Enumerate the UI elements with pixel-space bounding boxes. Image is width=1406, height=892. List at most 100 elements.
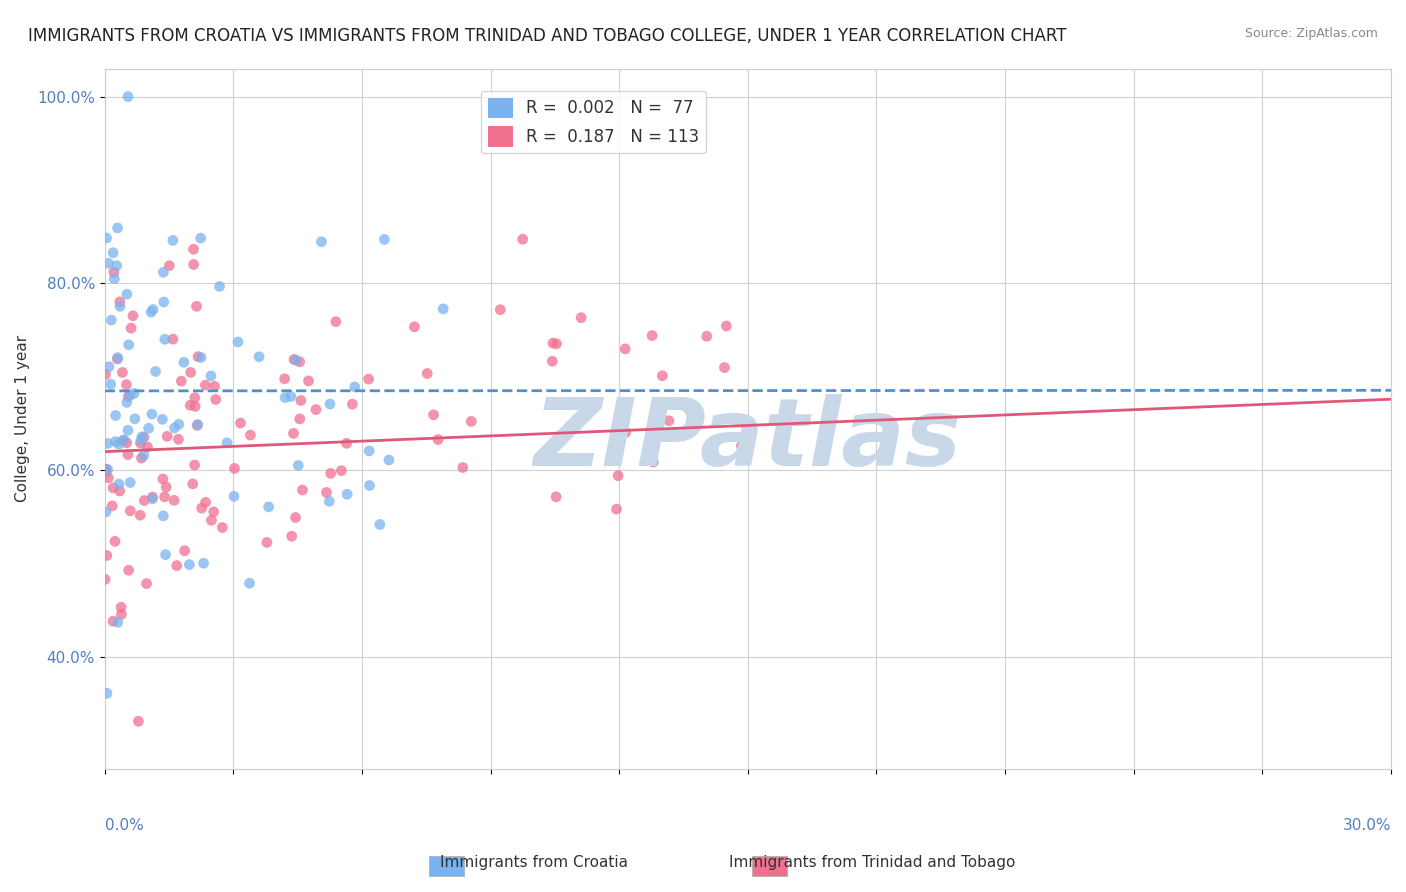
Point [200, 513, 222, 527]
Point [135, 576, 157, 591]
Point [141, 407, 163, 421]
Point [359, 478, 381, 492]
Point [357, 372, 380, 386]
Point [104, 409, 127, 423]
Point [162, 233, 184, 247]
Point [120, 475, 142, 490]
Point [94, 368, 117, 382]
Point [100, 313, 122, 327]
Point [614, 425, 637, 440]
Point [163, 493, 186, 508]
Point [297, 374, 319, 388]
Point [512, 232, 534, 246]
Point [315, 485, 337, 500]
Point [98, 359, 121, 374]
Point [238, 576, 260, 591]
Point [97, 256, 120, 270]
Point [224, 461, 246, 475]
Point [108, 294, 131, 309]
Point [115, 395, 138, 409]
Point [152, 472, 174, 486]
Point [155, 548, 177, 562]
Point [239, 428, 262, 442]
Point [112, 433, 135, 447]
Point [94, 505, 117, 519]
Point [108, 483, 131, 498]
Point [614, 342, 637, 356]
Point [153, 490, 176, 504]
Point [658, 414, 681, 428]
Text: IMMIGRANTS FROM CROATIA VS IMMIGRANTS FROM TRINIDAD AND TOBAGO COLLEGE, UNDER 1 : IMMIGRANTS FROM CROATIA VS IMMIGRANTS FR… [28, 27, 1067, 45]
Point [110, 600, 132, 615]
Point [208, 279, 231, 293]
Point [152, 508, 174, 523]
Point [404, 319, 426, 334]
Point [115, 287, 138, 301]
Point [104, 534, 127, 549]
Point [107, 437, 129, 451]
Point [115, 435, 138, 450]
Point [141, 491, 163, 506]
Point [97, 471, 120, 485]
Point [641, 328, 664, 343]
Point [200, 368, 222, 383]
Point [186, 418, 208, 433]
Point [186, 299, 208, 313]
Point [643, 455, 665, 469]
Text: ZIPatlas: ZIPatlas [534, 394, 962, 486]
Point [101, 499, 124, 513]
Point [713, 360, 735, 375]
Point [108, 299, 131, 313]
Point [111, 366, 134, 380]
Point [541, 336, 564, 351]
Point [155, 480, 177, 494]
Point [288, 355, 311, 369]
Text: 30.0%: 30.0% [1343, 818, 1391, 833]
Point [96, 549, 118, 563]
Point [162, 332, 184, 346]
Point [180, 366, 202, 380]
Point [342, 397, 364, 411]
Point [283, 426, 305, 441]
Point [117, 389, 139, 403]
Point [183, 458, 205, 472]
Point [607, 468, 630, 483]
Point [131, 430, 153, 444]
Point [104, 434, 127, 449]
Point [460, 414, 482, 428]
Point [134, 493, 156, 508]
Point [541, 354, 564, 368]
Point [373, 232, 395, 246]
Point [181, 476, 204, 491]
Point [118, 388, 141, 402]
Point [122, 309, 145, 323]
Point [184, 391, 207, 405]
Point [422, 408, 444, 422]
Point [273, 372, 295, 386]
Point [274, 391, 297, 405]
Point [150, 412, 173, 426]
Point [311, 235, 333, 249]
Point [136, 440, 159, 454]
Point [546, 336, 568, 351]
Point [107, 615, 129, 630]
Text: 0.0%: 0.0% [104, 818, 143, 833]
Point [280, 529, 302, 543]
Point [152, 265, 174, 279]
Point [187, 350, 209, 364]
Point [97, 436, 120, 450]
Point [318, 494, 340, 508]
Point [416, 367, 439, 381]
Point [305, 402, 328, 417]
Point [103, 265, 125, 279]
Point [156, 429, 179, 443]
Point [287, 458, 309, 473]
Point [94, 573, 117, 587]
Point [163, 421, 186, 435]
Point [173, 543, 195, 558]
Point [107, 351, 129, 365]
Point [108, 477, 131, 491]
Point [336, 436, 359, 450]
Point [142, 490, 165, 504]
Point [716, 318, 738, 333]
